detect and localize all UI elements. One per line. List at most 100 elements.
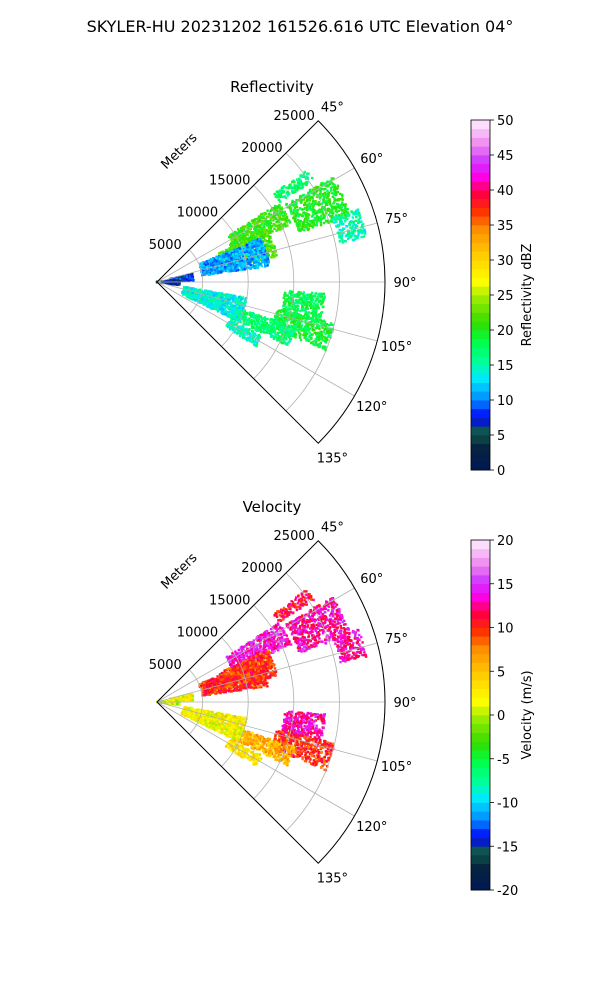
- echo-gate: [302, 222, 305, 225]
- echo-gate: [255, 328, 258, 331]
- echo-gate: [266, 220, 270, 223]
- echo-gate: [294, 295, 297, 298]
- echo-gate: [235, 257, 238, 261]
- echo-gate: [258, 215, 261, 218]
- echo-gate: [234, 269, 237, 272]
- echo-gate: [233, 250, 236, 253]
- echo-gate: [302, 292, 305, 296]
- echo-gate: [273, 245, 276, 248]
- echo-gate: [256, 321, 260, 324]
- echo-gate: [322, 200, 325, 204]
- echo-gate: [282, 310, 286, 313]
- echo-gate: [321, 326, 324, 329]
- echo-gate: [240, 268, 243, 272]
- echo-gate: [230, 305, 233, 308]
- echo-gate: [310, 317, 314, 320]
- echo-gate: [244, 316, 247, 319]
- echo-gate: [310, 341, 313, 345]
- echo-gate: [312, 315, 315, 318]
- echo-gate: [205, 266, 209, 269]
- echo-gate: [333, 218, 337, 221]
- echo-gate: [291, 201, 294, 204]
- echo-gate: [207, 259, 211, 262]
- echo-gate: [293, 215, 296, 218]
- echo-gate: [260, 247, 264, 250]
- echo-gate: [235, 256, 238, 259]
- echo-gate: [204, 301, 208, 304]
- echo-gate: [240, 302, 243, 305]
- echo-gate: [331, 323, 334, 327]
- echo-gate: [256, 319, 259, 322]
- echo-gate: [272, 216, 275, 219]
- echo-gate: [323, 347, 326, 350]
- echo-gate: [344, 215, 347, 218]
- echo-gate: [269, 213, 272, 216]
- echo-gate: [225, 259, 228, 263]
- echo-gate: [329, 328, 332, 331]
- echo-gate: [228, 255, 231, 259]
- echo-gate: [227, 250, 230, 253]
- echo-gate: [310, 336, 313, 339]
- echo-gate: [217, 301, 221, 304]
- echo-gate: [175, 276, 179, 279]
- echo-gate: [337, 216, 340, 220]
- echo-gate: [363, 230, 366, 233]
- echo-gate: [327, 191, 331, 195]
- echo-gate: [234, 294, 237, 298]
- echo-gate: [252, 312, 255, 315]
- echo-gate: [250, 322, 253, 325]
- echo-gate: [173, 279, 177, 283]
- echo-gate: [242, 246, 246, 249]
- echo-gate: [182, 279, 185, 282]
- echo-gate: [292, 190, 296, 194]
- echo-gate: [214, 305, 217, 308]
- echo-gate: [220, 296, 223, 299]
- echo-gate: [318, 192, 322, 195]
- echo-gate: [288, 331, 291, 335]
- echo-gate: [296, 329, 299, 332]
- echo-gate: [256, 329, 259, 332]
- echo-gate: [310, 306, 313, 310]
- echo-gate: [294, 216, 297, 220]
- echo-gate: [327, 207, 330, 211]
- echo-gate: [269, 329, 272, 333]
- echo-gate: [177, 277, 180, 280]
- echo-gate: [293, 211, 297, 215]
- echo-gate: [243, 225, 247, 228]
- echo-gate: [331, 185, 334, 189]
- echo-gate: [349, 235, 352, 239]
- echo-gate: [222, 258, 225, 262]
- echo-gate: [269, 210, 272, 213]
- echo-gate: [246, 312, 249, 315]
- echo-gate: [324, 340, 327, 343]
- echo-gate: [254, 249, 257, 252]
- echo-gate: [265, 329, 269, 332]
- echo-gate: [244, 252, 247, 256]
- echo-gate: [335, 206, 338, 210]
- echo-gate: [253, 322, 256, 326]
- echo-gate: [178, 275, 181, 279]
- echo-gate: [254, 314, 258, 317]
- echo-gate: [225, 293, 229, 296]
- echo-gate: [231, 297, 235, 300]
- echo-gate: [286, 334, 289, 337]
- echo-gate: [281, 224, 284, 228]
- echo-gate: [218, 267, 221, 271]
- echo-gate: [275, 193, 278, 197]
- echo-gate: [219, 271, 223, 274]
- echo-gate: [338, 228, 341, 232]
- echo-gate: [293, 327, 296, 330]
- echo-gate: [286, 298, 289, 302]
- echo-gate: [197, 294, 200, 298]
- echo-gate: [245, 297, 248, 300]
- echo-gate: [318, 208, 322, 211]
- echo-gate: [300, 324, 304, 327]
- echo-gate: [237, 248, 240, 252]
- echo-gate: [285, 311, 288, 314]
- echo-gate: [275, 319, 278, 323]
- echo-gate: [245, 243, 249, 247]
- echo-gate: [222, 294, 225, 297]
- echo-gate: [242, 260, 246, 264]
- echo-gate: [241, 232, 244, 236]
- echo-gate: [233, 263, 237, 267]
